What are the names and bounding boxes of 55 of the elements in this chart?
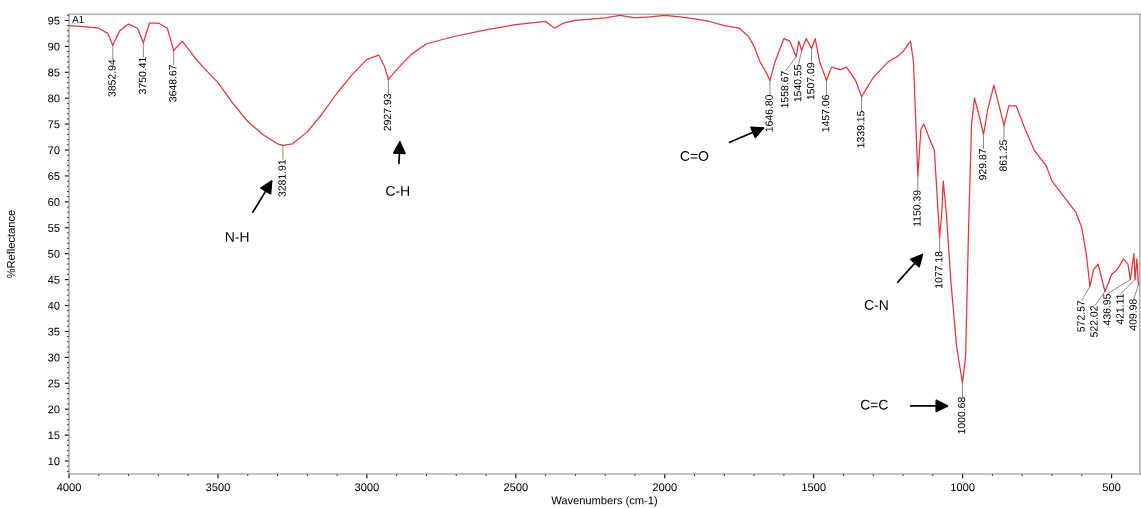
- annotation: 522.02: [1090, 306, 1098, 337]
- y-tick-label: 55: [48, 224, 60, 232]
- annotation: C-H: [386, 186, 409, 196]
- annotation: 3281.91: [278, 159, 286, 197]
- y-tick-label: 20: [48, 405, 60, 414]
- annotation: 1339.15: [857, 111, 865, 148]
- annotation: N-H: [225, 232, 249, 242]
- y-tick-label: 70: [48, 146, 60, 155]
- x-tick-label: 1500: [802, 483, 826, 492]
- annotation: 1507.09: [807, 62, 815, 100]
- annotation: 1558.67: [781, 71, 789, 108]
- annotation: 1646.80: [765, 94, 773, 132]
- annotation: 1540.55: [794, 64, 802, 102]
- annotation: C=C: [860, 399, 888, 410]
- annotation: A1: [72, 15, 84, 23]
- y-tick-label: 45: [47, 275, 60, 284]
- annotation: 1077.18: [935, 251, 943, 288]
- annotation: 861.25: [999, 140, 1007, 172]
- y-tick-label: 60: [48, 198, 60, 206]
- y-tick-label: 10: [48, 457, 60, 466]
- y-tick-label: 90: [48, 42, 60, 51]
- annotation: 409.98: [1129, 299, 1137, 331]
- y-tick-label: 35: [48, 327, 60, 336]
- annotation: C-N: [864, 300, 888, 310]
- annotation: 1150.39: [913, 190, 921, 227]
- y-tick-label: 40: [47, 301, 60, 310]
- annotation: 929.87: [978, 148, 987, 180]
- y-tick-label: 80: [48, 94, 60, 103]
- annotation: 1000.68: [957, 397, 966, 434]
- annotation: 3852.94: [108, 59, 116, 97]
- x-tick-label: 1000: [951, 483, 975, 492]
- y-tick-label: 15: [48, 431, 60, 440]
- y-tick-label: 75: [48, 120, 60, 129]
- x-tick-label: 4000: [56, 483, 81, 492]
- annotation: C=O: [680, 151, 709, 161]
- annotation: 3750.41: [138, 57, 147, 94]
- x-axis-title: Wavenumbers (cm-1): [551, 496, 657, 507]
- y-tick-label: 65: [48, 172, 60, 181]
- annotation: 436.95: [1103, 294, 1111, 326]
- y-tick-label: 95: [48, 16, 60, 25]
- annotation: 572.57: [1077, 300, 1085, 332]
- x-tick-label: 500: [1102, 483, 1121, 492]
- y-tick-label: 85: [48, 68, 60, 77]
- x-tick-label: 3500: [206, 483, 230, 492]
- x-tick-label: 2500: [504, 483, 528, 492]
- annotation: 421.11: [1116, 294, 1124, 325]
- y-tick-label: 50: [48, 249, 60, 258]
- x-tick-label: 2000: [652, 483, 677, 492]
- annotation: 3648.67: [169, 65, 177, 102]
- y-axis-title: %Reflectance: [6, 210, 15, 278]
- annotation: 2927.93: [383, 93, 392, 131]
- annotation: 1457.06: [821, 95, 830, 132]
- y-tick-label: 25: [48, 379, 60, 388]
- x-tick-label: 3000: [354, 483, 379, 492]
- y-tick-label: 30: [48, 353, 60, 362]
